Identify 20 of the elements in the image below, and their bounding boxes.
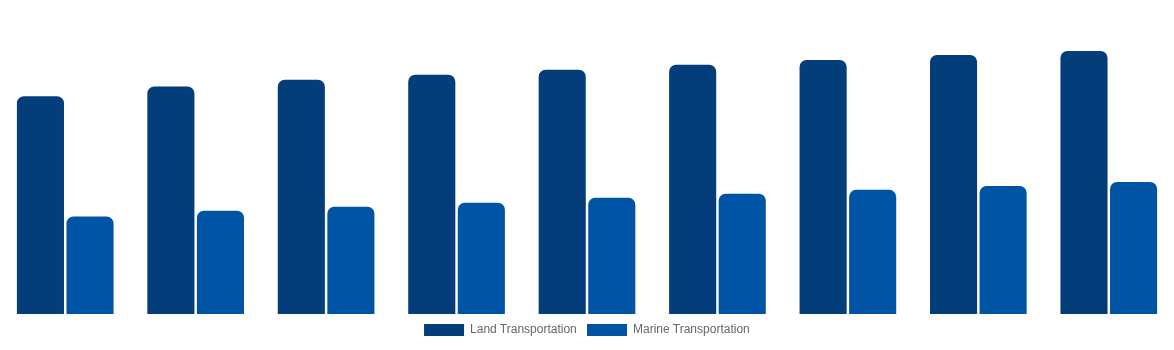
bar (196, 210, 244, 314)
bar (408, 74, 456, 314)
bar (16, 96, 64, 314)
bar (1060, 51, 1108, 314)
bar (1110, 181, 1158, 314)
bar (66, 216, 114, 314)
bar (588, 197, 636, 314)
bar (669, 64, 717, 314)
legend-label: Land Transportation (470, 322, 577, 337)
bar (799, 59, 847, 314)
bar (718, 193, 766, 314)
bar (930, 54, 978, 314)
bar (327, 206, 375, 314)
bar (849, 189, 897, 314)
bar (538, 69, 586, 314)
bar (277, 79, 325, 314)
bar (457, 202, 505, 314)
bar (979, 185, 1027, 314)
legend-label: Marine Transportation (633, 322, 750, 337)
bar (147, 86, 195, 314)
